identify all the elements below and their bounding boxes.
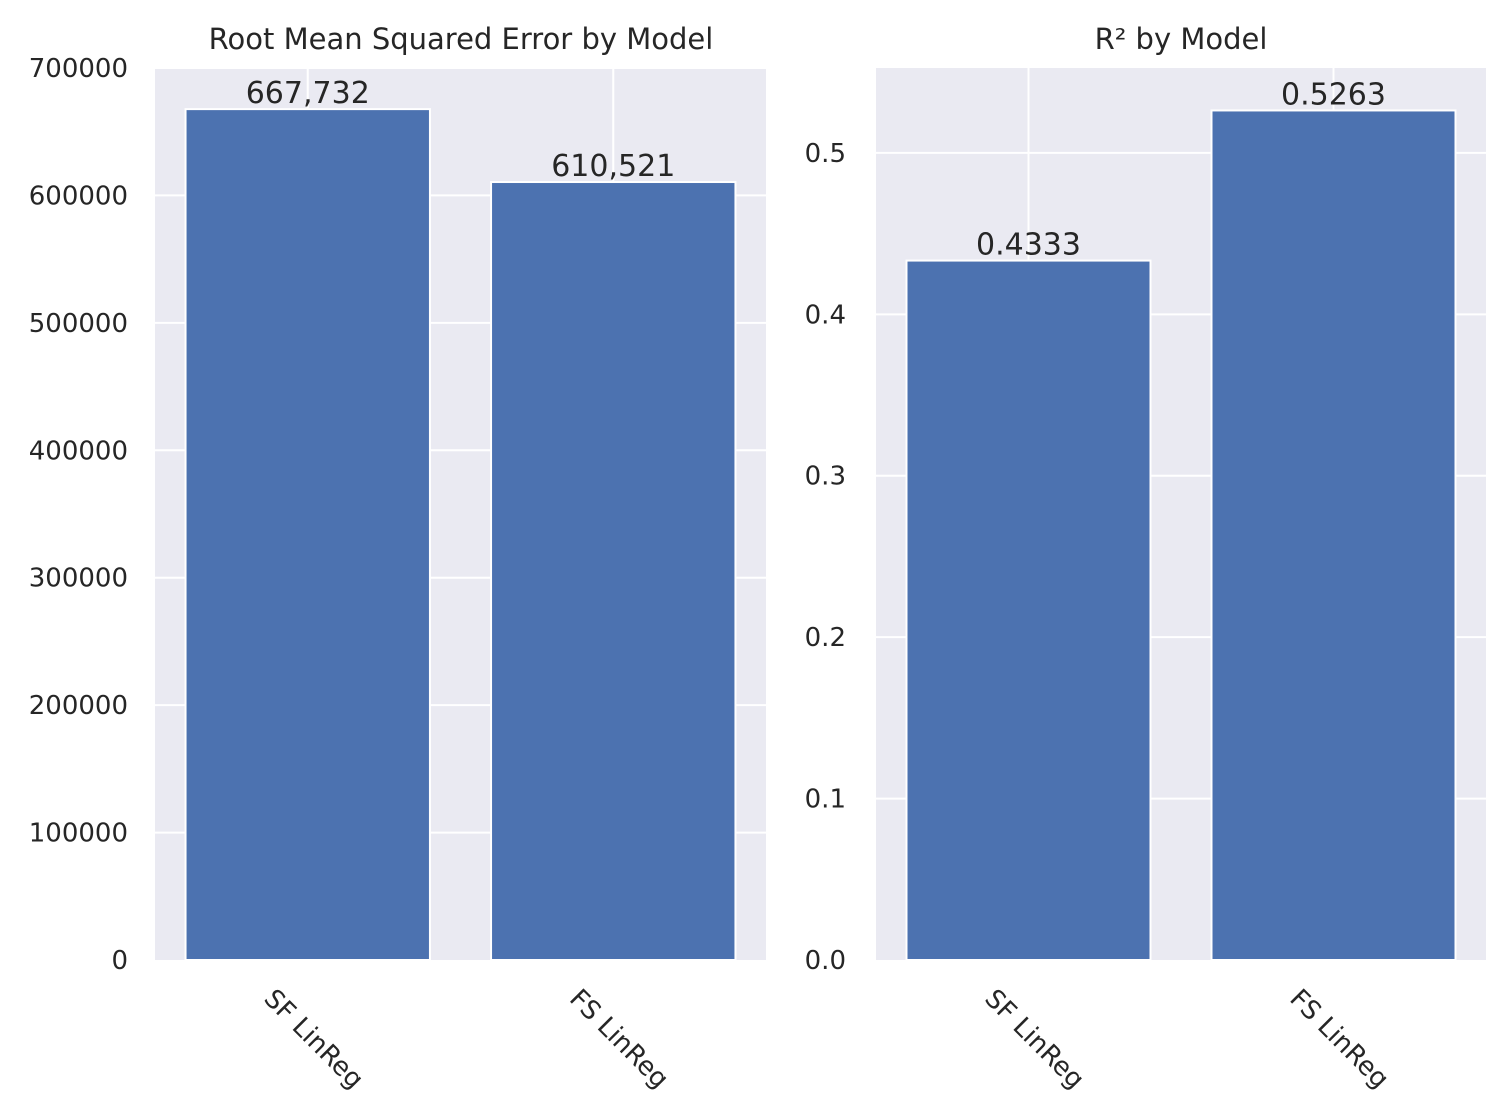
rmse-ytick-label-1: 100000 (29, 819, 128, 849)
r2-ytick-label-0: 0.0 (805, 946, 846, 976)
rmse-ytick-label-4: 400000 (29, 436, 128, 466)
rmse-data-label-1: 610,521 (551, 149, 675, 184)
r2-xtick-label-1: FS LinReg (1284, 984, 1395, 1095)
rmse-ytick-label-2: 200000 (29, 691, 128, 721)
r2-bar-0 (905, 259, 1152, 961)
r2-ytick-label-4: 0.4 (805, 300, 846, 330)
rmse-chart: 667,732 610,521 0 100000 200000 300000 400000 5… (29, 22, 766, 1095)
r2-data-label-0: 0.4333 (976, 228, 1081, 263)
r2-ytick-label-2: 0.2 (805, 623, 846, 653)
r2-bar-1 (1210, 109, 1457, 962)
r2-xtick-label-0: SF LinReg (979, 984, 1090, 1095)
rmse-bar-1 (490, 181, 737, 962)
r2-chart: 0.4333 0.5263 0.0 0.1 0.2 0.3 0.4 0.5 SF LinReg F… (805, 22, 1486, 1095)
r2-ytick-label-3: 0.3 (805, 462, 846, 492)
rmse-ytick-label-6: 600000 (29, 181, 128, 211)
r2-chart-title: R² by Model (1095, 22, 1268, 56)
rmse-bar-0 (184, 108, 431, 961)
rmse-ytick-label-7: 700000 (29, 54, 128, 84)
rmse-data-label-0: 667,732 (246, 76, 370, 111)
rmse-chart-title: Root Mean Squared Error by Model (209, 22, 714, 56)
r2-ytick-label-5: 0.5 (805, 139, 846, 169)
rmse-xtick-label-0: SF LinReg (258, 984, 369, 1095)
r2-ytick-label-1: 0.1 (805, 785, 846, 815)
r2-data-label-1: 0.5263 (1281, 77, 1386, 112)
rmse-ytick-label-0: 0 (111, 946, 128, 976)
rmse-ytick-label-3: 300000 (29, 564, 128, 594)
rmse-ytick-label-5: 500000 (29, 309, 128, 339)
rmse-xtick-label-1: FS LinReg (563, 984, 674, 1095)
